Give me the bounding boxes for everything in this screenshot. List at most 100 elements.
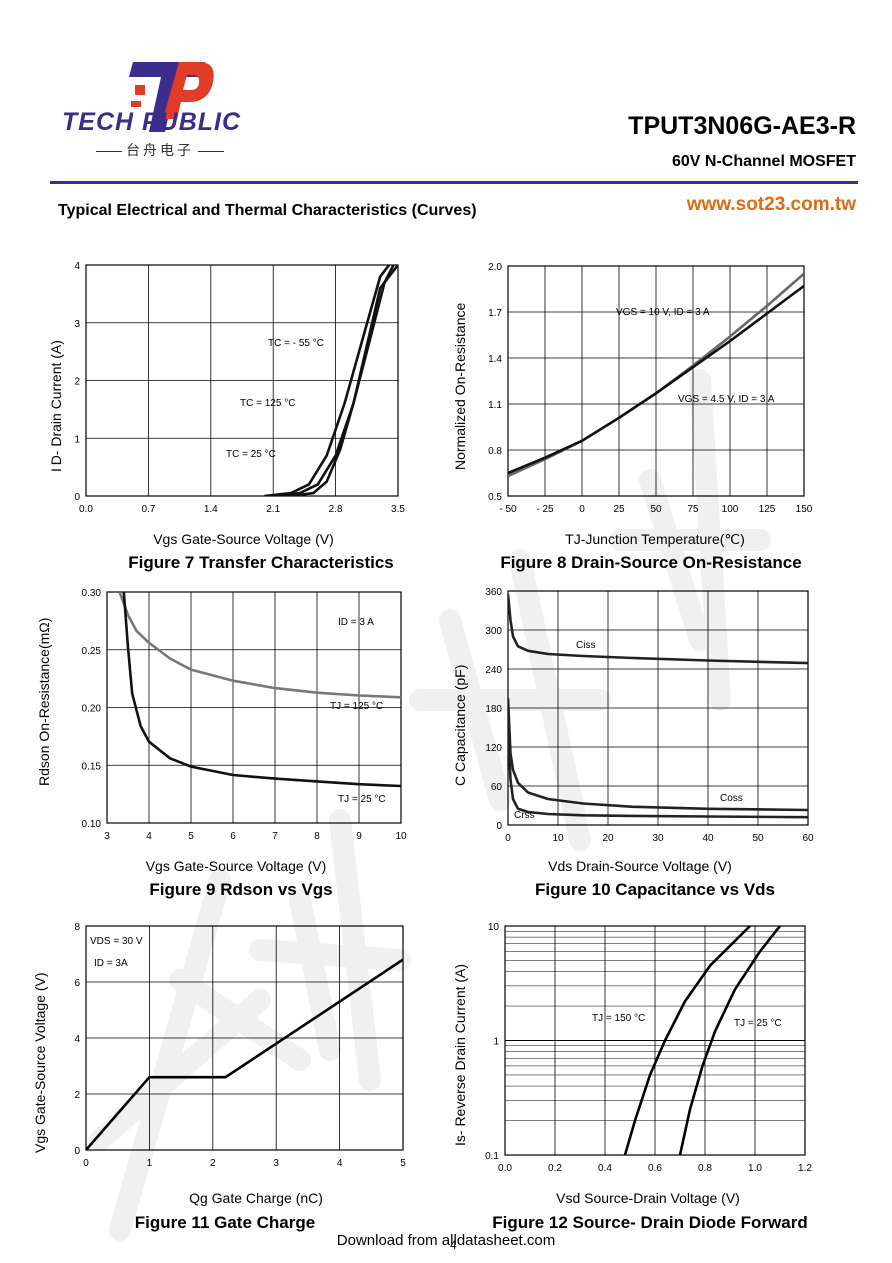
y-tick-label: 1.1 — [488, 400, 502, 411]
series-line-0 — [264, 265, 391, 496]
device-subtitle: 60V N-Channel MOSFET — [671, 153, 856, 170]
fig10-xlabel: Vds Drain-Source Voltage (V) — [548, 858, 732, 874]
section-title: Typical Electrical and Thermal Character… — [58, 202, 477, 219]
y-tick-label: 60 — [491, 782, 503, 793]
x-tick-label: 2.1 — [266, 504, 280, 515]
y-tick-label: 3 — [74, 319, 80, 330]
fig10-caption: Figure 10 Capacitance vs Vds — [535, 880, 775, 899]
y-tick-label: 0 — [74, 492, 80, 503]
chart-0: 0.0 0.7 1.4 2.1 2.8 3.5 0 1 2 3 4 TC = - 55 °C TC = … — [74, 261, 405, 515]
x-tick-label: 3 — [273, 1158, 279, 1169]
x-tick-label: 1.0 — [748, 1163, 762, 1174]
y-tick-label: 10 — [488, 922, 500, 933]
x-tick-label: 0.7 — [141, 504, 155, 515]
x-tick-label: 5 — [400, 1158, 406, 1169]
y-tick-label: 0 — [74, 1146, 80, 1157]
y-tick-label: 1.7 — [488, 308, 502, 319]
x-tick-label: 1.2 — [798, 1163, 812, 1174]
annotation-label: TJ = 25 °C — [734, 1018, 782, 1029]
y-tick-label: 0.20 — [82, 704, 102, 715]
fig9-ylabel: Rdson On-Resistance(mΩ) — [36, 617, 52, 786]
x-tick-label: 0.4 — [598, 1163, 612, 1174]
series-line-1 — [508, 698, 808, 812]
x-tick-label: 2.8 — [329, 504, 343, 515]
y-tick-label: 0.30 — [82, 588, 102, 599]
fig7-xlabel: Vgs Gate-Source Voltage (V) — [153, 531, 334, 547]
x-tick-label: 5 — [188, 831, 194, 842]
fig8-caption: Figure 8 Drain-Source On-Resistance — [500, 553, 802, 572]
y-tick-label: 8 — [74, 922, 80, 933]
fig12-xlabel: Vsd Source-Drain Voltage (V) — [556, 1190, 740, 1206]
y-tick-label: 0.5 — [488, 492, 502, 503]
x-tick-label: 30 — [652, 833, 664, 844]
x-tick-label: 1.4 — [204, 504, 218, 515]
chart-2: 3 4 5 6 7 8 9 10 0.10 0.15 0.20 0.25 0.30 ID = 3 A TJ … — [82, 588, 407, 842]
annotation-label: TJ = 150 °C — [592, 1013, 645, 1024]
x-tick-label: 4 — [337, 1158, 343, 1169]
chart-3: 0 10 20 30 40 50 60 0 60 120 180 240 300 360 Ciss Coss C… — [485, 587, 814, 844]
x-tick-label: 8 — [314, 831, 320, 842]
part-number: TPUT3N06G-AE3-R — [628, 112, 856, 140]
series-line-1 — [122, 592, 401, 788]
x-tick-label: 10 — [395, 831, 407, 842]
fig9-caption: Figure 9 Rdson vs Vgs — [149, 880, 333, 899]
annotation-label: ID = 3 A — [338, 617, 374, 628]
fig8-ylabel: Normalized On-Resistance — [452, 302, 468, 470]
x-tick-label: 75 — [687, 504, 699, 515]
annotation-label: TJ = 25 °C — [338, 794, 386, 805]
annotation-label: Ciss — [576, 640, 595, 651]
y-tick-label: 2 — [74, 1090, 80, 1101]
tech-public-logo — [129, 62, 214, 132]
x-tick-label: 60 — [802, 833, 814, 844]
chart-4: 0 1 2 3 4 5 0 2 4 6 8 VDS = 30 V ID = 3A — [74, 922, 406, 1169]
x-tick-label: 100 — [722, 504, 739, 515]
y-tick-label: 0 — [496, 821, 502, 832]
x-tick-label: 9 — [356, 831, 362, 842]
logo-square — [135, 85, 145, 95]
y-tick-label: 1 — [74, 434, 80, 445]
annotation-label: Crss — [514, 810, 535, 821]
y-tick-label: 4 — [74, 261, 80, 272]
annotation-label: VGS = 10 V, ID = 3 A — [616, 307, 710, 318]
page-number: 4 — [450, 1238, 457, 1252]
logo-p-shape — [163, 62, 214, 119]
y-tick-label: 240 — [485, 665, 502, 676]
fig10-ylabel: C Capacitance (pF) — [452, 664, 468, 786]
brand-name-chinese: 台舟电子 — [92, 140, 228, 160]
x-tick-label: 20 — [602, 833, 614, 844]
fig7-ylabel: I D- Drain Current (A) — [48, 340, 64, 472]
brand-name: TECH PUBLIC — [62, 108, 242, 136]
fig9-xlabel: Vgs Gate-Source Voltage (V) — [145, 858, 327, 874]
x-tick-label: - 25 — [536, 504, 554, 515]
x-tick-label: 4 — [146, 831, 152, 842]
x-tick-label: 1 — [147, 1158, 153, 1169]
series-line-0 — [86, 958, 403, 1150]
x-tick-label: 3 — [104, 831, 110, 842]
annotation-label: TC = - 55 °C — [268, 338, 324, 349]
y-tick-label: 1.4 — [488, 354, 502, 365]
x-tick-label: 0.2 — [548, 1163, 562, 1174]
y-tick-label: 6 — [74, 978, 80, 989]
fig11-ylabel: Vgs Gate-Source Voltage (V) — [32, 972, 48, 1153]
series-line-1 — [273, 265, 395, 496]
annotation-label: VDS = 30 V — [90, 936, 143, 947]
annotation-label: TC = 125 °C — [240, 398, 295, 409]
y-tick-label: 180 — [485, 704, 502, 715]
y-tick-label: 1 — [493, 1037, 499, 1048]
y-tick-label: 360 — [485, 587, 502, 598]
series-line-2 — [508, 727, 808, 819]
logo-bar — [131, 101, 141, 107]
x-tick-label: 10 — [552, 833, 564, 844]
x-tick-label: 6 — [230, 831, 236, 842]
x-tick-label: 0.6 — [648, 1163, 662, 1174]
y-tick-label: 0.8 — [488, 446, 502, 457]
series-line-1 — [508, 284, 804, 475]
y-tick-label: 300 — [485, 626, 502, 637]
website-link[interactable]: www.sot23.com.tw — [686, 194, 856, 215]
fig11-caption: Figure 11 Gate Charge — [134, 1213, 316, 1232]
y-tick-label: 0.25 — [82, 646, 102, 657]
y-tick-label: 120 — [485, 743, 502, 754]
series-line-1 — [678, 926, 782, 1155]
series-line-0 — [508, 594, 808, 665]
